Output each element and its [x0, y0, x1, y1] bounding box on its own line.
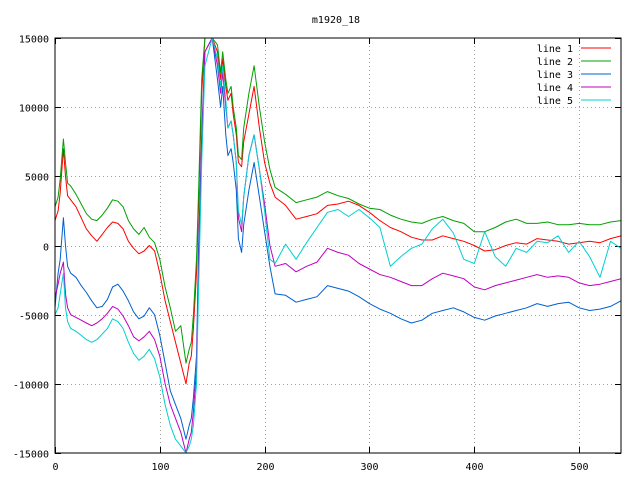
series-line-2: [55, 38, 621, 364]
series-line-5: [55, 38, 621, 453]
plot-frame: [54, 37, 622, 454]
axes: 0 100 200 300 400 500 -15000 -10000 -5000 0 5000 10…: [13, 35, 621, 473]
legend-label-2: line 2: [537, 57, 573, 68]
legend-label-1: line 1: [537, 44, 573, 55]
chart-title: m1920_18: [312, 15, 360, 26]
x-tick-label: 400: [465, 462, 483, 473]
y-tick-label: 0: [43, 243, 49, 254]
y-tick-label: -5000: [19, 312, 49, 323]
y-tick-label: 10000: [19, 104, 49, 115]
series-lines: [55, 38, 621, 453]
x-tick-label: 100: [151, 462, 169, 473]
legend-label-5: line 5: [537, 96, 573, 107]
y-tick-label: 15000: [19, 35, 49, 46]
legend: line 1 line 2 line 3 line 4 line 5: [537, 44, 611, 107]
legend-label-3: line 3: [537, 70, 573, 81]
x-tick-label: 200: [256, 462, 274, 473]
legend-label-4: line 4: [537, 83, 573, 94]
x-tick-label: 500: [570, 462, 588, 473]
series-line-3: [55, 38, 621, 440]
y-tick-label: 5000: [25, 173, 49, 184]
y-tick-label: -10000: [13, 381, 49, 392]
x-tick-label: 0: [52, 462, 58, 473]
series-line-1: [55, 38, 621, 385]
y-tick-label: -15000: [13, 450, 49, 461]
x-tick-label: 300: [360, 462, 378, 473]
